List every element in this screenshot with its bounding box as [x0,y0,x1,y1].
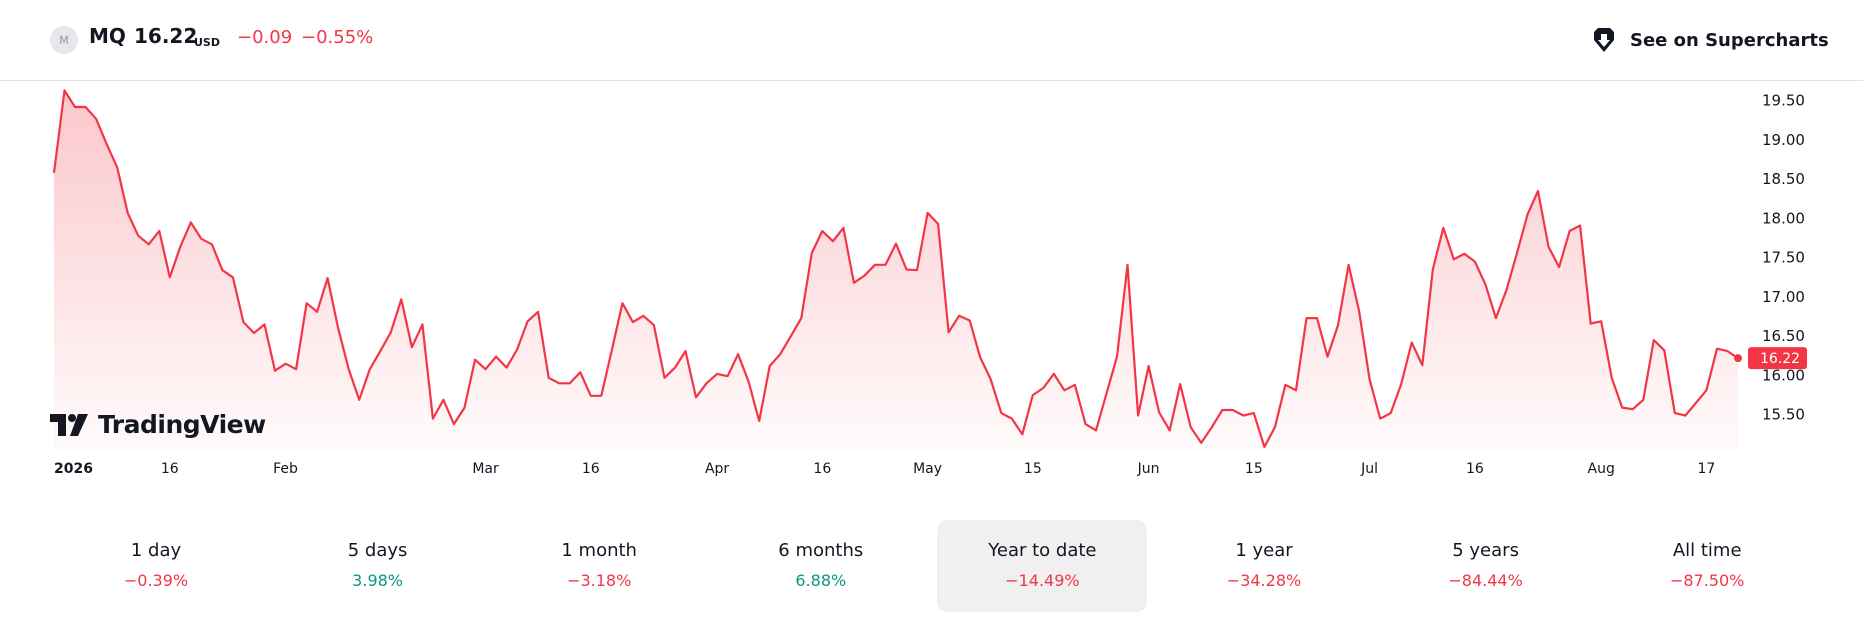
period-label: 1 day [130,540,182,561]
y-tick-label: 16.50 [1762,327,1805,345]
currency-label: USD [194,36,220,49]
tradingview-wordmark: TradingView [98,410,266,439]
y-tick-label: 17.00 [1762,288,1805,306]
last-price-tag-label: 16.22 [1760,351,1800,367]
period-button-1-year[interactable]: 1 year −34.28% [1159,520,1369,612]
tradingview-logo-icon [50,413,88,436]
quote-header: M MQ 16.22 USD −0.09 −0.55% See on Super… [0,0,1863,81]
x-tick-label: Apr [705,461,729,477]
y-tick-label: 19.50 [1762,92,1805,110]
period-label: 5 days [347,540,408,561]
price-line [52,89,1739,448]
last-price-tag [1748,347,1807,370]
period-label: 5 years [1452,540,1519,561]
x-tick-label: Mar [472,461,499,477]
period-button-1-month[interactable]: 1 month −3.18% [494,520,704,612]
period-button-1-day[interactable]: 1 day −0.39% [51,520,261,612]
period-change: −3.18% [567,571,632,590]
period-button-all-time[interactable]: All time −87.50% [1602,520,1812,612]
last-price: 16.22 [134,24,198,48]
y-tick-label: 19.00 [1762,131,1805,149]
period-change: −87.50% [1669,571,1745,590]
x-tick-label: Feb [273,461,298,477]
x-tick-label: 15 [1024,461,1042,477]
period-change: 6.88% [795,571,847,590]
see-on-supercharts-button[interactable]: See on Supercharts [1590,24,1829,56]
period-button-year-to-date[interactable]: Year to date −14.49% [937,520,1148,612]
x-tick-label: 2026 [54,461,93,477]
y-tick-label: 18.00 [1762,209,1805,227]
period-change: −84.44% [1448,571,1523,590]
supercharts-icon [1594,28,1614,52]
x-tick-label: 16 [161,461,179,477]
period-button-6-months[interactable]: 6 months 6.88% [716,520,926,612]
y-tick-label: 18.50 [1762,170,1805,188]
tradingview-watermark: TradingView [50,410,266,439]
x-tick-label: 17 [1698,461,1716,477]
x-tick-label: 16 [582,461,600,477]
x-tick-label: 16 [813,461,831,477]
y-tick-label: 17.50 [1762,249,1805,267]
x-tick-label: Aug [1588,461,1615,477]
x-tick-label: Jun [1137,461,1160,477]
period-change: −14.49% [1005,571,1080,590]
period-label: 6 months [778,540,864,561]
period-change: −0.39% [123,571,189,590]
period-change: −34.28% [1226,571,1302,590]
period-change: 3.98% [352,571,403,590]
y-tick-label: 16.00 [1762,366,1805,384]
period-button-5-days[interactable]: 5 days 3.98% [273,520,483,612]
price-area-fill [54,90,1738,450]
period-label: 1 month [561,540,637,561]
x-tick-label: 16 [1466,461,1484,477]
symbol-logo-icon: M [50,26,78,54]
period-button-5-years[interactable]: 5 years −84.44% [1381,520,1591,612]
last-price-dot [1734,354,1742,363]
x-tick-label: 15 [1245,461,1263,477]
period-label: Year to date [988,540,1097,561]
y-tick-label: 15.50 [1762,406,1805,424]
x-tick-label: Jul [1360,461,1378,477]
price-chart[interactable]: 19.50 19.00 18.50 18.00 17.50 17.00 16.50 16.00… [0,80,1863,500]
ticker-symbol[interactable]: MQ [89,24,126,48]
x-tick-label: May [913,461,942,477]
supercharts-label: See on Supercharts [1630,29,1829,51]
period-selector: 1 day −0.39% 5 days 3.98% 1 month −3.18% 6 mon… [0,520,1863,612]
period-label: All time [1672,540,1742,561]
price-change-percent: −0.55% [301,27,374,48]
price-change: −0.09 [237,27,293,48]
period-label: 1 year [1235,540,1293,561]
